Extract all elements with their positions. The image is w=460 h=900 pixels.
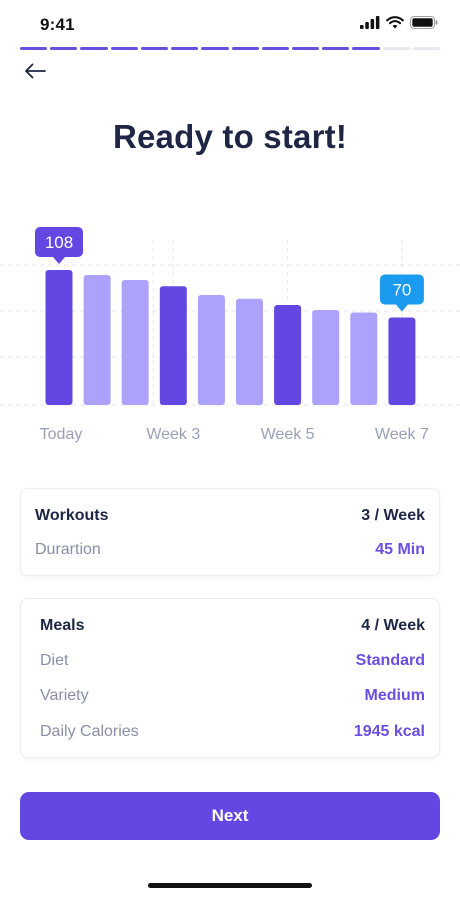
duration-label: Durartion xyxy=(35,541,101,558)
bar xyxy=(121,280,149,405)
bar xyxy=(312,310,340,405)
x-tick-label: Week 7 xyxy=(375,426,429,443)
diet-row: Diet Standard xyxy=(21,650,439,672)
bar xyxy=(159,286,187,405)
meals-row: Meals 4 / Week xyxy=(21,615,439,637)
progress-segment xyxy=(20,47,48,50)
diet-value: Standard xyxy=(355,652,425,669)
workouts-value: 3 / Week xyxy=(361,507,425,524)
bar xyxy=(197,295,225,405)
progress-segment xyxy=(322,47,350,50)
status-icons xyxy=(360,16,438,34)
variety-row: Variety Medium xyxy=(21,685,439,707)
meals-value: 4 / Week xyxy=(361,617,425,634)
status-time: 9:41 xyxy=(40,15,75,34)
progress-segment xyxy=(80,47,108,50)
duration-value: 45 Min xyxy=(375,541,425,558)
workout-summary-card: Workouts 3 / Week Durartion 45 Min xyxy=(20,488,440,576)
back-button[interactable] xyxy=(22,60,48,86)
duration-row: Durartion 45 Min xyxy=(21,539,439,561)
x-tick-label: Week 5 xyxy=(261,426,315,443)
bar xyxy=(45,270,73,405)
value-callout-pointer xyxy=(395,304,408,312)
value-callout-pointer xyxy=(53,257,65,264)
wifi-icon xyxy=(386,16,404,34)
progress-segment xyxy=(110,47,138,50)
variety-value: Medium xyxy=(364,687,425,704)
value-callout xyxy=(35,227,83,257)
meal-summary-card: Meals 4 / Week Diet Standard Variety Med… xyxy=(20,598,440,758)
daily-calories-row: Daily Calories 1945 kcal xyxy=(21,721,439,743)
value-callout-label: 108 xyxy=(45,233,73,252)
bar xyxy=(350,312,378,405)
battery-icon xyxy=(410,16,438,34)
progress-segment xyxy=(382,47,410,50)
progress-segment xyxy=(291,47,320,50)
workouts-label: Workouts xyxy=(35,507,109,524)
home-indicator xyxy=(148,883,312,888)
bar xyxy=(274,305,302,405)
x-tick-label: Week 3 xyxy=(146,426,200,443)
bar xyxy=(388,317,416,405)
progress-segment xyxy=(412,47,441,50)
variety-label: Variety xyxy=(40,687,89,704)
diet-label: Diet xyxy=(40,652,69,669)
workouts-row: Workouts 3 / Week xyxy=(21,505,439,527)
next-button[interactable]: Next xyxy=(20,792,440,840)
daily-calories-label: Daily Calories xyxy=(40,723,139,740)
daily-calories-value: 1945 kcal xyxy=(353,723,425,740)
status-bar: 9:41 xyxy=(0,0,460,48)
meals-label: Meals xyxy=(40,617,85,634)
progress-segment xyxy=(140,47,169,50)
step-progress-bar xyxy=(20,47,441,50)
progress-segment xyxy=(261,47,289,50)
progress-segment xyxy=(352,47,380,50)
x-tick-label: Today xyxy=(40,426,83,443)
value-callout xyxy=(379,274,424,305)
bar-chart: 108 70 Today Week 3 Week 5 Week 7 xyxy=(0,227,460,443)
value-callout-label: 70 xyxy=(392,281,411,300)
progress-segment xyxy=(201,47,229,50)
progress-segment xyxy=(50,47,78,50)
cellular-signal-icon xyxy=(360,16,380,34)
arrow-left-icon xyxy=(24,63,46,84)
bar xyxy=(83,275,111,405)
progress-segment xyxy=(171,47,199,50)
progress-segment xyxy=(231,47,259,50)
bar xyxy=(236,298,263,405)
page-title: Ready to start! xyxy=(112,118,348,155)
progress-chart: 108 70 Today Week 3 Week 5 Week 7 xyxy=(0,195,460,455)
